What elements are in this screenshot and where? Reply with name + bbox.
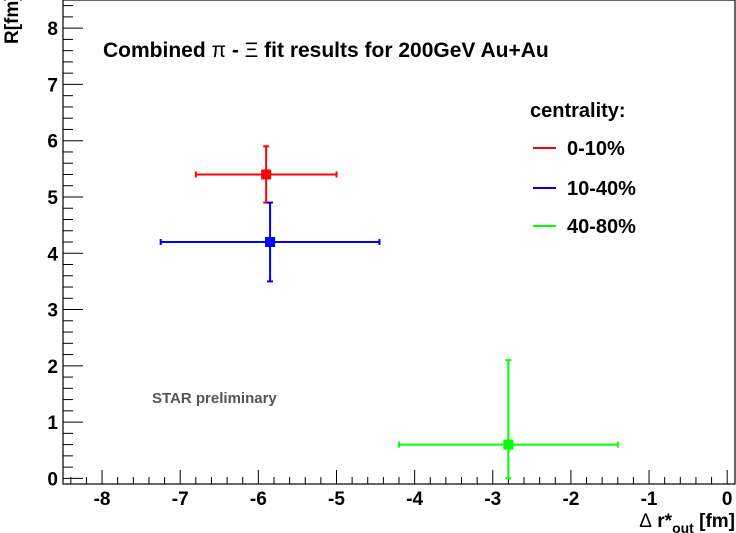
- y-tick-label: 8: [47, 19, 58, 40]
- x-tick-label: -7: [172, 489, 189, 510]
- data-point-10-40%: [159, 201, 381, 283]
- y-tick-label: 4: [47, 244, 58, 265]
- data-point-40-80%: [398, 359, 619, 480]
- x-tick-labels: -8 -7 -6 -5 -4 -3 -2 -1 0: [94, 489, 733, 510]
- y-tick-label: 6: [47, 132, 58, 153]
- x-tick-label: -6: [250, 489, 267, 510]
- axis-ticks: [63, 5, 728, 484]
- marker: [503, 439, 514, 450]
- y-tick-label: 3: [47, 301, 58, 322]
- y-axis-title: R[fm]: [2, 0, 23, 44]
- y-tick-labels: 0 1 2 3 4 5 6 7 8: [47, 19, 58, 490]
- x-tick-label: 0: [722, 489, 733, 510]
- legend-title: centrality:: [530, 100, 626, 122]
- legend-entry-0-10%: 0-10%: [533, 138, 625, 160]
- legend-entry-40-80%: 40-80%: [533, 216, 636, 238]
- marker: [261, 169, 272, 180]
- legend-label: 10-40%: [567, 178, 636, 200]
- x-axis-title: Δ r*out [fm]: [639, 511, 735, 533]
- chart-title: Combined π - Ξ fit results for 200GeV Au…: [103, 39, 549, 62]
- data-point-0-10%: [194, 145, 338, 204]
- x-tick-label: -3: [484, 489, 501, 510]
- x-tick-label: -8: [94, 489, 111, 510]
- legend-label: 40-80%: [567, 216, 636, 238]
- y-tick-label: 2: [47, 357, 58, 378]
- legend-label: 0-10%: [567, 138, 625, 160]
- data-points: [159, 145, 619, 480]
- annotation-star-preliminary: STAR preliminary: [152, 390, 277, 407]
- x-tick-label: -2: [562, 489, 579, 510]
- marker: [265, 237, 276, 247]
- y-tick-label: 7: [47, 75, 58, 96]
- legend-entry-10-40%: 10-40%: [533, 178, 636, 200]
- x-tick-label: -5: [328, 489, 345, 510]
- x-tick-label: -4: [406, 489, 423, 510]
- y-tick-label: 0: [47, 469, 58, 490]
- y-tick-label: 1: [47, 413, 58, 434]
- x-tick-label: -1: [641, 489, 658, 510]
- y-tick-label: 5: [47, 188, 58, 209]
- legend: 0-10% 10-40% 40-80%: [533, 138, 636, 238]
